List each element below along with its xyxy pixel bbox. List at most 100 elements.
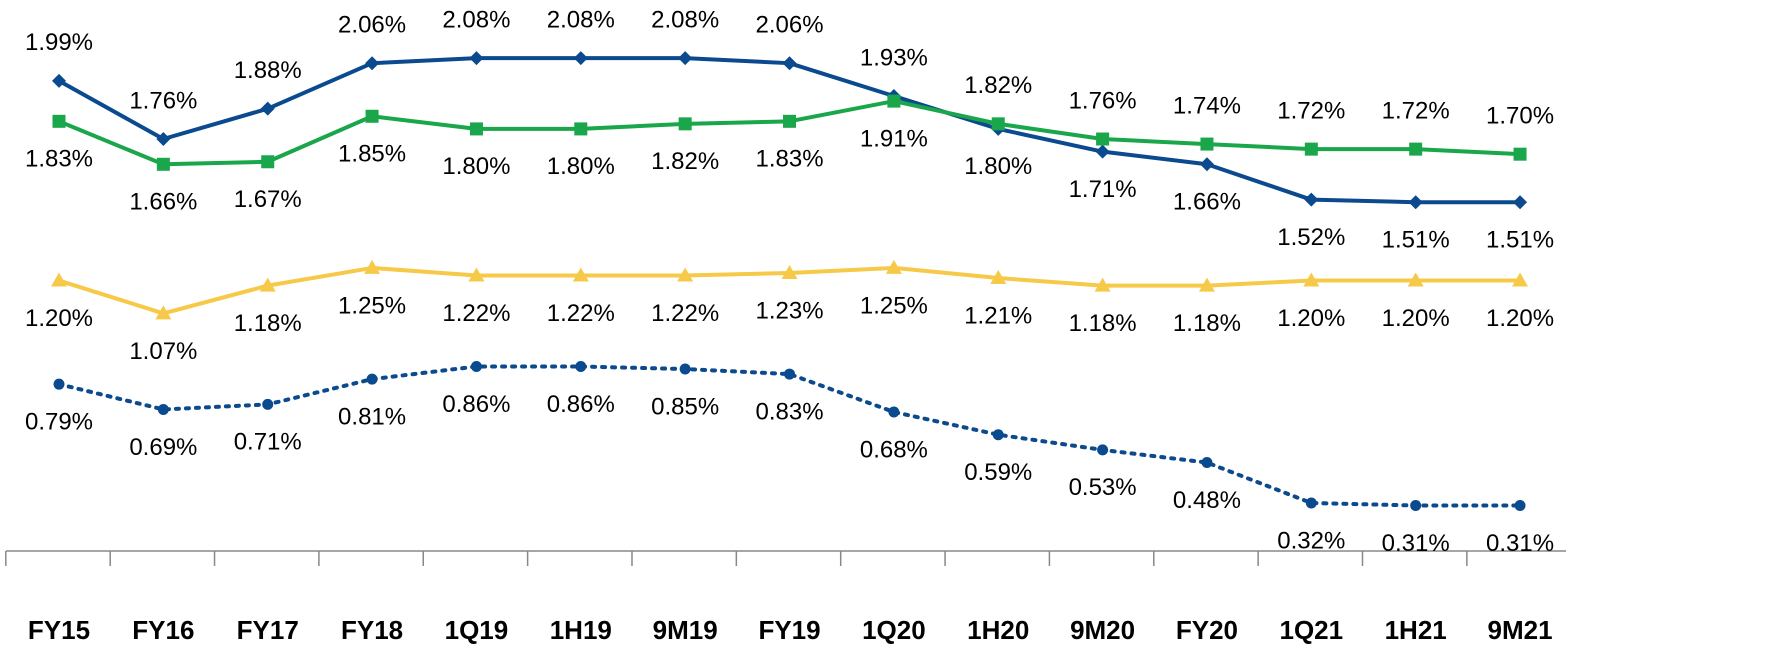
x-tick-label: 9M21 — [1488, 615, 1553, 645]
data-label: 1.22% — [547, 300, 615, 327]
marker — [470, 360, 482, 372]
data-label: 1.85% — [338, 141, 406, 168]
data-label: 0.79% — [25, 409, 93, 436]
data-label: 1.22% — [442, 300, 510, 327]
marker — [677, 267, 694, 282]
data-label: 1.70% — [1486, 103, 1554, 130]
data-label: 1.25% — [860, 292, 928, 319]
data-label: 0.86% — [547, 391, 615, 418]
marker — [574, 122, 588, 136]
x-tick-label: FY18 — [341, 615, 403, 645]
marker — [1199, 157, 1214, 172]
marker — [885, 259, 902, 274]
x-tick-label: 1Q19 — [445, 615, 509, 645]
x-tick-label: FY20 — [1176, 615, 1238, 645]
data-label: 0.31% — [1486, 530, 1554, 557]
marker — [678, 117, 692, 131]
data-label: 1.88% — [234, 57, 302, 84]
marker — [155, 305, 172, 320]
marker — [679, 363, 691, 375]
marker — [260, 101, 275, 116]
marker — [468, 267, 485, 282]
marker — [1198, 277, 1215, 292]
marker — [1304, 192, 1319, 207]
data-label: 1.74% — [1173, 92, 1241, 119]
data-label: 1.99% — [25, 29, 93, 56]
data-label: 1.71% — [1069, 176, 1137, 203]
data-label: 1.80% — [964, 153, 1032, 180]
data-label: 1.52% — [1277, 224, 1345, 251]
marker — [365, 109, 379, 123]
marker — [1512, 272, 1529, 287]
data-label: 1.51% — [1382, 227, 1450, 254]
data-label: 1.91% — [860, 125, 928, 152]
marker — [1513, 147, 1527, 161]
data-label: 0.32% — [1277, 527, 1345, 554]
data-label: 0.69% — [129, 434, 197, 461]
marker — [784, 368, 796, 380]
data-label: 1.51% — [1486, 227, 1554, 254]
data-label: 1.25% — [338, 292, 406, 319]
data-label: 1.82% — [964, 72, 1032, 99]
marker — [888, 406, 900, 418]
x-tick-label: 1Q21 — [1280, 615, 1344, 645]
data-label: 1.80% — [442, 153, 510, 180]
data-label: 1.07% — [129, 338, 197, 365]
data-label: 2.08% — [547, 6, 615, 33]
data-label: 2.06% — [755, 12, 823, 39]
marker — [1514, 500, 1526, 512]
marker — [262, 398, 274, 410]
x-tick-label: 9M20 — [1070, 615, 1135, 645]
data-label: 2.06% — [338, 12, 406, 39]
data-label: 0.71% — [234, 429, 302, 456]
marker — [783, 114, 797, 128]
x-tick-label: FY16 — [132, 615, 194, 645]
marker — [990, 270, 1007, 285]
data-label: 0.81% — [338, 403, 406, 430]
marker — [364, 259, 381, 274]
data-label: 1.76% — [129, 87, 197, 114]
marker — [1200, 137, 1214, 151]
data-label: 1.23% — [755, 297, 823, 324]
marker — [1096, 132, 1110, 146]
marker — [572, 267, 589, 282]
marker — [1094, 277, 1111, 292]
marker — [156, 157, 170, 171]
marker — [1410, 500, 1422, 512]
data-label: 1.83% — [755, 146, 823, 173]
data-label: 1.82% — [651, 148, 719, 175]
marker — [992, 429, 1004, 441]
marker — [1095, 144, 1110, 159]
marker — [53, 378, 65, 390]
x-tick-label: 1H19 — [550, 615, 612, 645]
data-label: 1.93% — [860, 44, 928, 71]
data-label: 1.76% — [1069, 87, 1137, 114]
marker — [678, 51, 693, 66]
marker — [51, 272, 67, 287]
marker — [782, 56, 797, 71]
marker — [1303, 272, 1320, 287]
data-label: 1.20% — [1382, 305, 1450, 332]
x-tick-label: FY15 — [28, 615, 90, 645]
data-label: 1.66% — [129, 189, 197, 216]
marker — [887, 94, 901, 108]
data-label: 1.72% — [1277, 97, 1345, 124]
x-tick-label: FY19 — [758, 615, 820, 645]
marker — [991, 117, 1005, 131]
marker — [366, 373, 378, 385]
marker — [1409, 142, 1423, 156]
data-label: 0.31% — [1382, 530, 1450, 557]
marker — [156, 132, 171, 147]
marker — [781, 264, 798, 279]
x-tick-label: 1Q20 — [862, 615, 926, 645]
data-label: 1.21% — [964, 302, 1032, 329]
marker — [52, 73, 66, 88]
x-tick-label: 9M19 — [653, 615, 718, 645]
marker — [573, 51, 588, 66]
data-label: 1.83% — [25, 146, 93, 173]
marker — [259, 277, 276, 292]
data-label: 1.67% — [234, 186, 302, 213]
data-label: 0.85% — [651, 393, 719, 420]
marker — [1408, 195, 1423, 210]
